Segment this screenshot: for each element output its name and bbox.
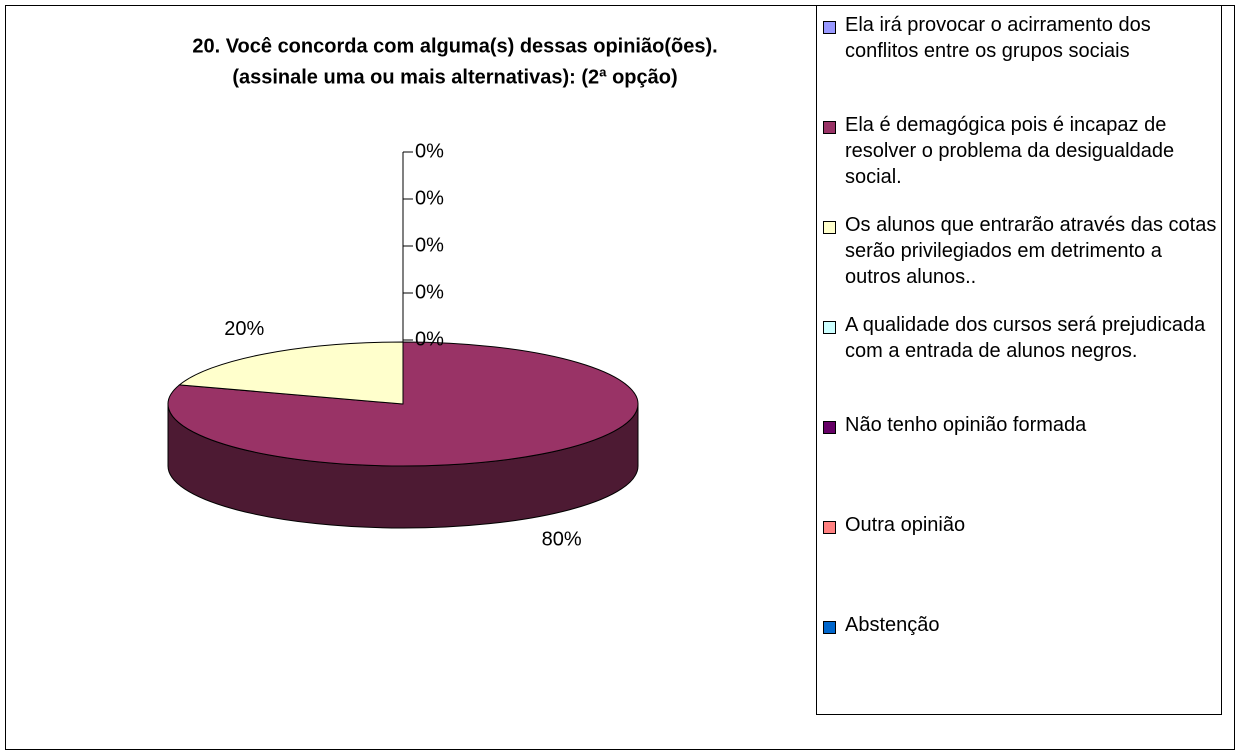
pie-slice	[178, 341, 404, 405]
data-label: 20%	[224, 318, 264, 340]
legend-label: Outra opinião	[845, 514, 966, 536]
legend-swatch	[823, 21, 836, 34]
legend-label: Os alunos que entrarão através das cotas…	[845, 214, 1217, 288]
chart-title: (assinale uma ou mais alternativas): (2ª…	[232, 66, 677, 88]
legend-label: Ela irá provocar o acirramento dos confl…	[845, 14, 1151, 62]
data-label: 80%	[542, 529, 582, 551]
legend-swatch	[823, 221, 836, 234]
legend-swatch	[823, 321, 836, 334]
data-label: 0%	[415, 187, 444, 209]
legend-swatch	[823, 621, 836, 634]
legend-swatch	[823, 521, 836, 534]
data-label: 0%	[415, 281, 444, 303]
data-label: 0%	[415, 140, 444, 162]
legend-swatch	[823, 421, 836, 434]
legend-label: Não tenho opinião formada	[845, 414, 1087, 436]
data-label: 0%	[415, 328, 444, 350]
legend-swatch	[823, 121, 836, 134]
data-label: 0%	[415, 234, 444, 256]
legend-label: Abstenção	[845, 614, 940, 636]
legend-label: Ela é demagógica pois é incapaz de resol…	[845, 114, 1175, 188]
chart-title: 20. Você concorda com alguma(s) dessas o…	[192, 35, 717, 57]
legend-label: A qualidade dos cursos será prejudicada …	[845, 314, 1206, 362]
legend-frame	[816, 5, 1222, 715]
